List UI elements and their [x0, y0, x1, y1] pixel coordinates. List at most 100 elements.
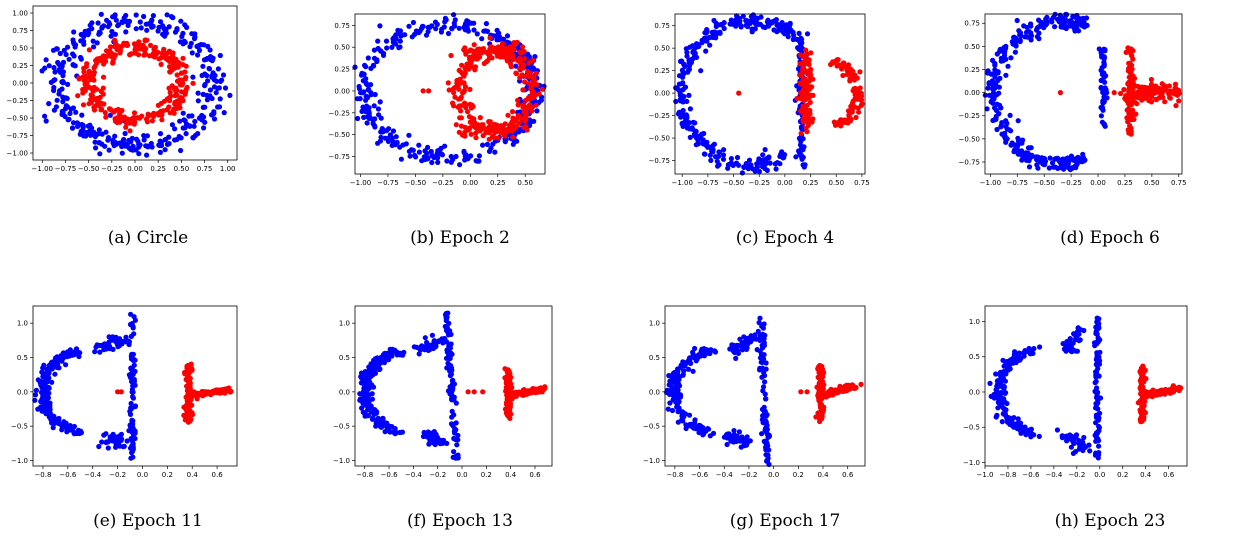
scatter-point [1095, 400, 1101, 406]
scatter-point [992, 74, 998, 80]
scatter-point [720, 152, 727, 158]
scatter-point [1125, 49, 1131, 55]
scatter-point [852, 92, 858, 98]
scatter-point [807, 99, 813, 105]
scatter-point [113, 117, 119, 124]
scatter-point [51, 65, 57, 71]
scatter-point [990, 90, 997, 96]
scatter-point [516, 55, 522, 61]
scatter-point [370, 360, 376, 366]
scatter-point [167, 89, 173, 95]
y-tick-label: −0.25 [329, 109, 350, 117]
scatter-point [101, 23, 107, 29]
scatter-point [94, 56, 100, 62]
scatter-point [707, 42, 713, 48]
scatter-point [134, 42, 140, 48]
scatter-point [765, 155, 772, 161]
scatter-point [182, 118, 188, 124]
scatter-point [683, 425, 689, 432]
scatter-point [683, 422, 689, 428]
scatter-point [999, 120, 1005, 126]
scatter-point [448, 159, 454, 165]
scatter-point [1163, 84, 1170, 90]
scatter-panel-8: −1.0 −0.8 −0.6 −0.4 −0.2 0.0 0.2 0.4 0.6 −1.0 −0.5… [957, 305, 1188, 482]
y-tick-label: 0.00 [654, 90, 670, 98]
scatter-point [128, 311, 134, 317]
scatter-point [788, 27, 794, 33]
scatter-point [804, 51, 810, 57]
scatter-point [760, 384, 767, 390]
scatter-point [1093, 405, 1099, 411]
scatter-point [1004, 400, 1010, 407]
scatter-point [1127, 64, 1134, 70]
scatter-point [760, 331, 766, 337]
scatter-point [510, 134, 516, 140]
scatter-point [123, 124, 129, 130]
scatter-point [1054, 427, 1060, 433]
x-tick-label: 0.6 [1163, 471, 1175, 479]
scatter-point [180, 62, 186, 68]
scatter-point [679, 411, 686, 418]
scatter-point [794, 95, 800, 101]
scatter-point [506, 51, 512, 57]
y-tick-label: −0.5 [333, 423, 350, 431]
scatter-point [1009, 422, 1015, 428]
scatter-point [86, 84, 92, 90]
scatter-point [858, 102, 864, 108]
scatter-point [32, 392, 39, 398]
scatter-point [503, 45, 510, 51]
scatter-point [699, 429, 705, 435]
y-tick-label: −0.25 [7, 97, 28, 105]
scatter-point [800, 77, 806, 83]
x-tick-label: 0.6 [212, 471, 224, 479]
x-tick-label: −0.75 [697, 179, 718, 187]
scatter-point [744, 434, 750, 440]
x-tick-label: 0.4 [1140, 471, 1152, 479]
scatter-point [473, 130, 479, 136]
scatter-point [448, 363, 454, 369]
scatter-point [818, 401, 824, 407]
scatter-point [514, 39, 520, 45]
scatter-point [1052, 164, 1058, 170]
x-tick-label: 0.2 [1117, 471, 1128, 479]
y-tick-label: −0.50 [959, 135, 980, 143]
scatter-point [58, 64, 64, 70]
scatter-point [422, 335, 428, 341]
scatter-point [1093, 394, 1100, 401]
scatter-point [117, 50, 123, 56]
scatter-point [170, 15, 176, 21]
scatter-point [703, 30, 710, 36]
scatter-point [761, 342, 767, 349]
scatter-point [416, 142, 422, 148]
scatter-point [1148, 81, 1155, 87]
scatter-point [1094, 350, 1100, 356]
scatter-point [858, 97, 865, 103]
scatter-point [1095, 438, 1102, 444]
scatter-point [1000, 405, 1006, 411]
y-tick-label: −0.5 [11, 423, 28, 431]
scatter-point [182, 371, 188, 377]
scatter-point [144, 133, 150, 139]
x-tick-label: 0.75 [1171, 179, 1187, 187]
scatter-point [138, 25, 144, 31]
scatter-point [75, 121, 81, 127]
scatter-point [499, 44, 505, 50]
scatter-point [740, 13, 746, 19]
scatter-point [131, 362, 137, 368]
scatter-point [376, 365, 382, 371]
x-tick-label: −0.75 [55, 165, 76, 173]
scatter-point [785, 34, 791, 40]
scatter-point [1080, 157, 1086, 163]
scatter-point [773, 166, 779, 172]
scatter-point [1015, 135, 1021, 141]
scatter-point [159, 117, 165, 123]
scatter-point [804, 389, 810, 395]
scatter-point [406, 23, 412, 29]
scatter-point [1019, 140, 1025, 146]
scatter-point [60, 59, 67, 65]
scatter-point [97, 342, 103, 349]
scatter-point [454, 80, 460, 86]
scatter-point [45, 375, 51, 381]
scatter-point [755, 328, 761, 334]
scatter-point [456, 67, 462, 73]
